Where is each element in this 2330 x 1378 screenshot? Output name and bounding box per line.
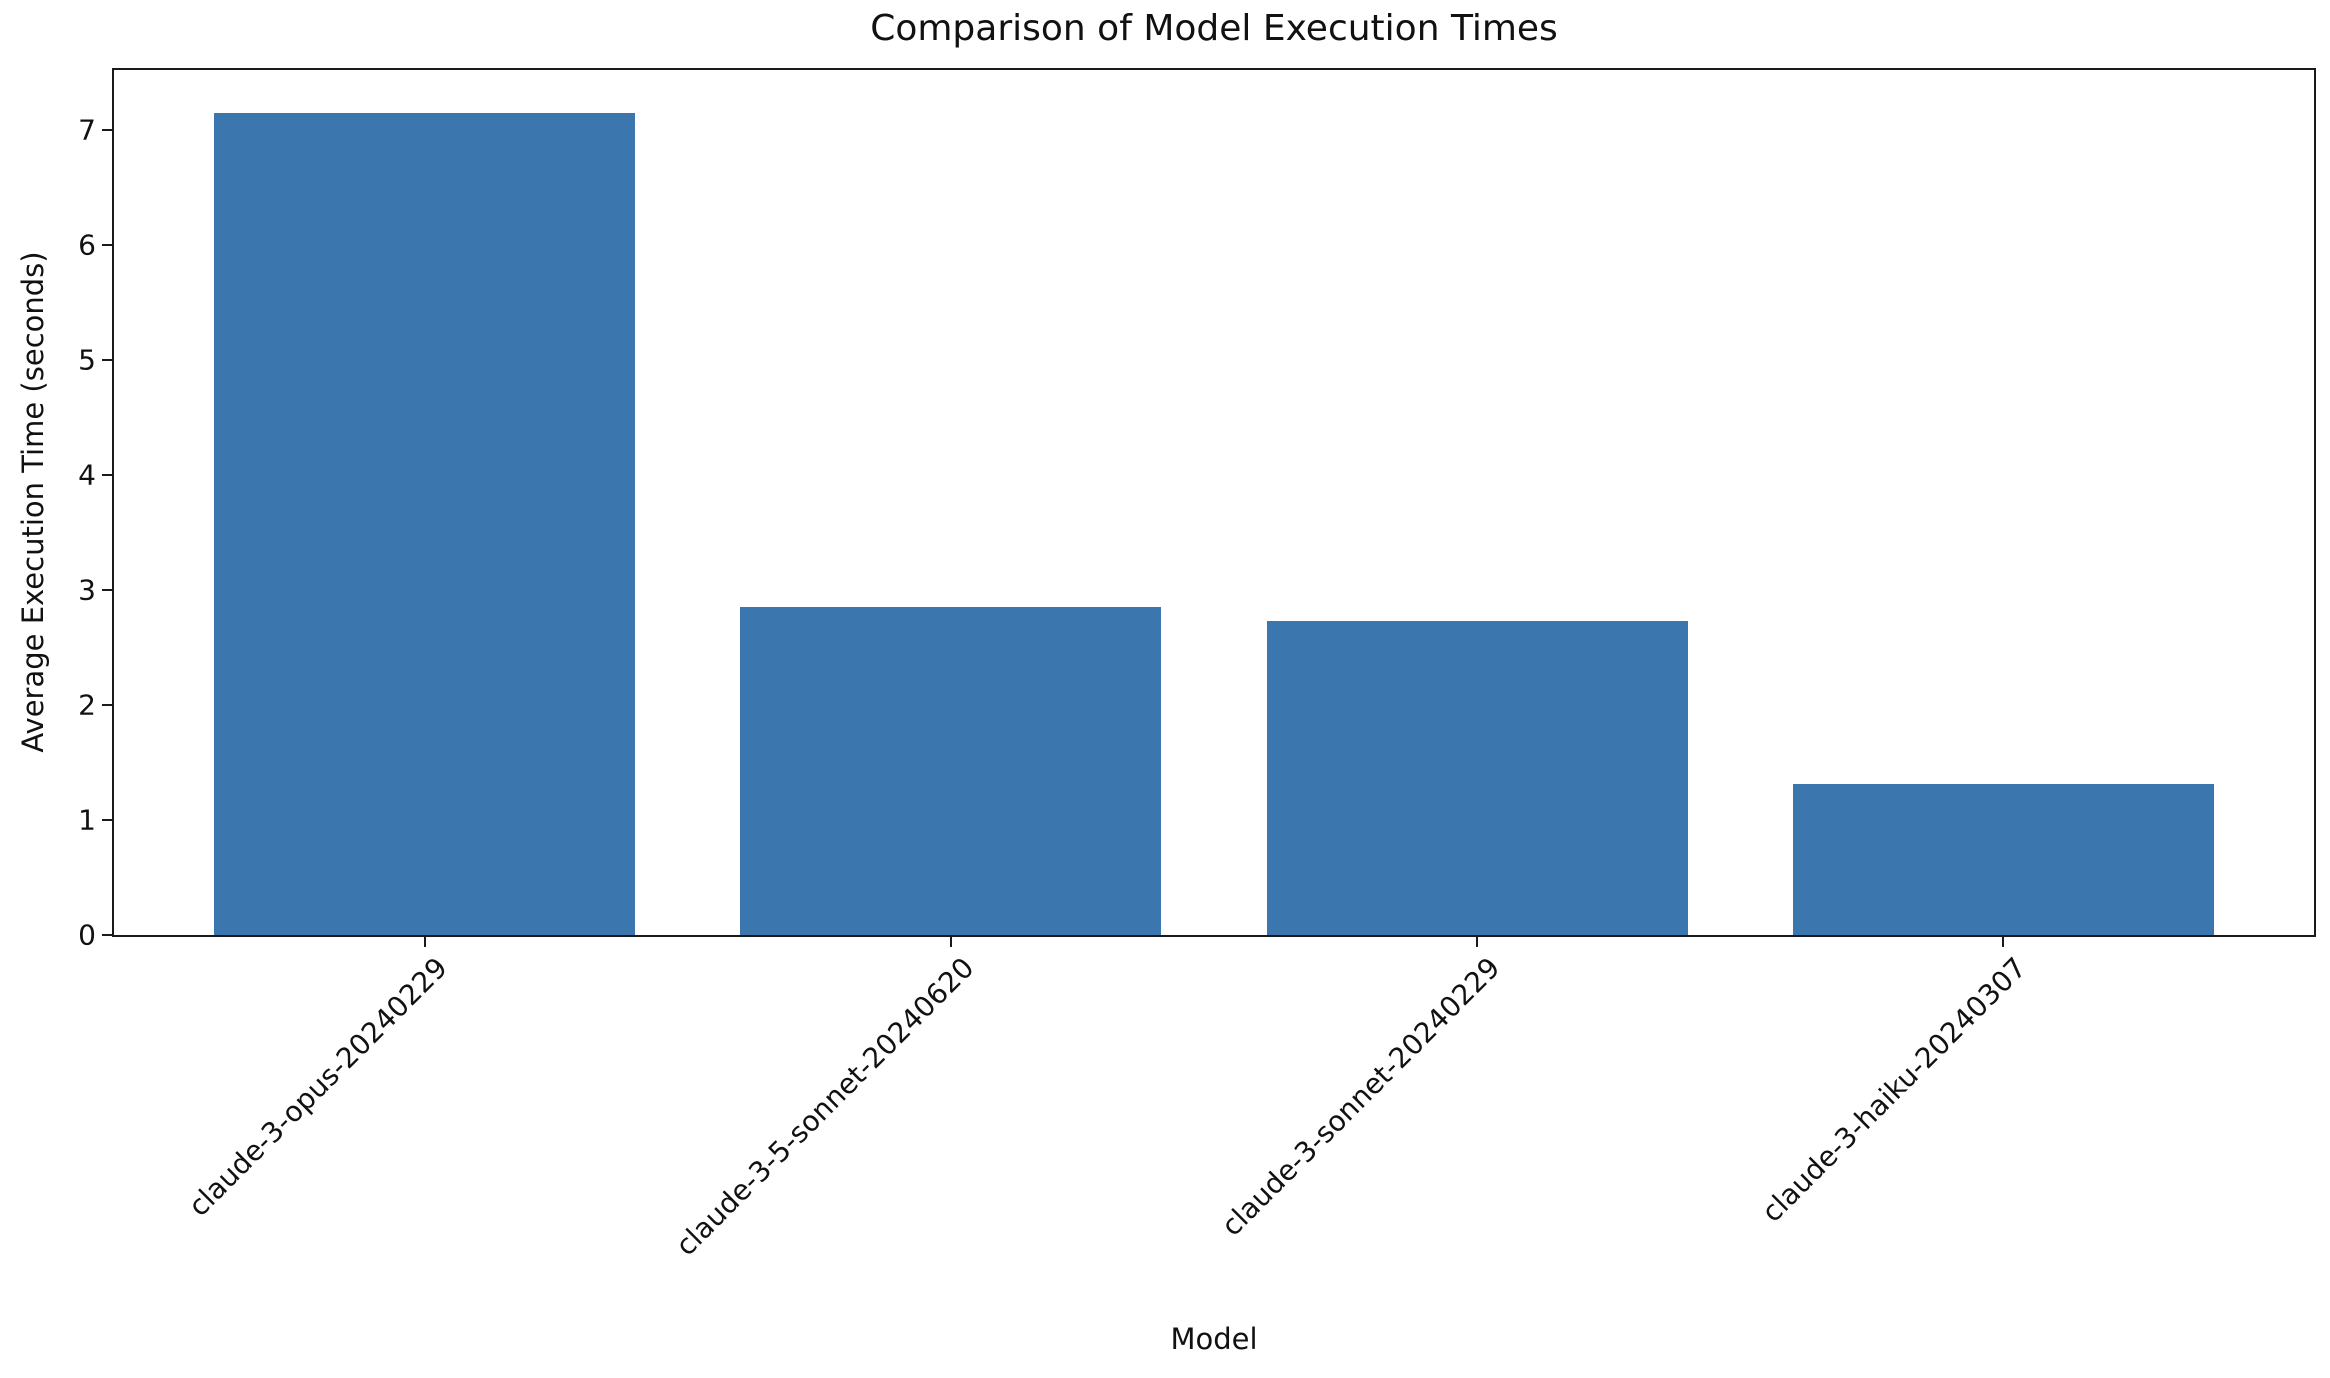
x-tick-mark	[949, 937, 952, 947]
bar-claude-3-opus-20240229	[214, 112, 636, 935]
x-axis-ticks: claude-3-opus-20240229 claude-3-5-sonnet-…	[114, 70, 2314, 1262]
y-axis-label: Average Execution Time (seconds)	[16, 251, 50, 753]
y-tick-label: 2	[78, 688, 96, 722]
bar-claude-3-sonnet-20240229	[1266, 620, 1688, 935]
y-tick-label: 1	[78, 803, 96, 837]
y-tick-label: 4	[78, 458, 96, 492]
bar-claude-3-5-sonnet-20240620	[740, 607, 1162, 935]
y-tick-label: 3	[78, 573, 96, 607]
y-tick-mark	[102, 934, 112, 936]
x-tick-mark	[423, 937, 426, 947]
x-tick-label: claude-3-5-sonnet-20240620	[668, 951, 981, 1263]
chart-title: Comparison of Model Execution Times	[870, 8, 1558, 49]
x-tick-mark	[1476, 937, 1479, 947]
y-tick-label: 0	[78, 918, 96, 952]
y-tick-mark	[102, 128, 112, 131]
y-tick-mark	[102, 588, 112, 591]
x-tick-mark	[2002, 937, 2005, 947]
y-axis-ticks: 0 1 2 3 4 5 6 7	[78, 70, 2314, 952]
y-tick-mark	[102, 473, 112, 476]
y-tick-label: 7	[78, 113, 96, 147]
y-tick-label: 6	[78, 228, 96, 262]
x-tick-label: claude-3-sonnet-20240229	[1215, 951, 1507, 1243]
x-tick-label: claude-3-haiku-20240307	[1755, 951, 2033, 1229]
y-tick-mark	[102, 818, 112, 821]
bar-claude-3-haiku-20240307	[1792, 784, 2214, 935]
y-tick-mark	[102, 243, 112, 246]
x-axis-label: Model	[1170, 1322, 1258, 1356]
y-tick-mark	[102, 358, 112, 361]
y-tick-mark	[102, 703, 112, 706]
x-tick-label: claude-3-opus-20240229	[181, 951, 454, 1223]
y-tick-label: 5	[78, 343, 96, 377]
